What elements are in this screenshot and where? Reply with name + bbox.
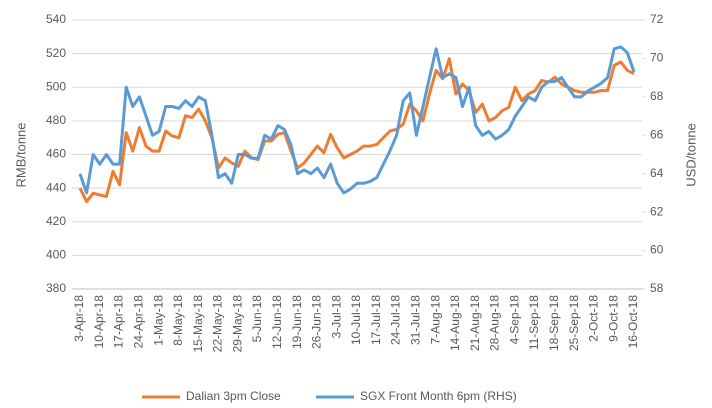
y-tick-label: 420 xyxy=(46,214,66,228)
y2-tick-label: 60 xyxy=(650,243,664,257)
x-tick-label: 3-Apr-18 xyxy=(72,295,86,342)
y-tick-label: 480 xyxy=(46,113,66,127)
x-tick-label: 11-Sep-18 xyxy=(527,295,541,350)
x-tick-label: 24-Jul-18 xyxy=(389,295,403,345)
y-axis-title: RMB/tonne xyxy=(13,122,28,187)
legend-label: SGX Front Month 6pm (RHS) xyxy=(360,389,517,403)
x-tick-label: 24-Apr-18 xyxy=(132,295,146,349)
legend-label: Dalian 3pm Close xyxy=(186,389,281,403)
x-tick-label: 16-Oct-18 xyxy=(626,295,640,349)
x-tick-label: 15-May-18 xyxy=(191,295,205,353)
x-tick-label: 21-Aug-18 xyxy=(468,295,482,351)
y2-tick-label: 62 xyxy=(650,204,664,218)
y-tick-label: 520 xyxy=(46,46,66,60)
y2-axis-title: USD/tonne xyxy=(683,123,698,187)
x-tick-label: 17-Apr-18 xyxy=(112,295,126,349)
y2-tick-label: 58 xyxy=(650,281,664,295)
x-tick-label: 2-Oct-18 xyxy=(587,295,601,342)
x-tick-label: 9-Oct-18 xyxy=(606,295,620,342)
x-tick-label: 14-Aug-18 xyxy=(448,295,462,351)
y2-tick-label: 64 xyxy=(650,166,664,180)
x-tick-label: 5-Jun-18 xyxy=(250,295,264,343)
x-tick-label: 28-Aug-18 xyxy=(488,295,502,351)
x-tick-label: 7-Aug-18 xyxy=(428,295,442,345)
y2-tick-label: 72 xyxy=(650,12,664,26)
y2-tick-label: 66 xyxy=(650,127,664,141)
y-tick-label: 440 xyxy=(46,180,66,194)
x-tick-label: 25-Sep-18 xyxy=(567,295,581,351)
x-tick-label: 31-Jul-18 xyxy=(409,295,423,345)
x-tick-label: 26-Jun-18 xyxy=(310,295,324,349)
x-tick-label: 4-Sep-18 xyxy=(507,295,521,345)
y-tick-label: 540 xyxy=(46,12,66,26)
y2-tick-label: 68 xyxy=(650,89,664,103)
y-tick-label: 460 xyxy=(46,147,66,161)
y-tick-label: 380 xyxy=(46,281,66,295)
x-tick-label: 1-May-18 xyxy=(151,295,165,346)
x-tick-label: 12-Jun-18 xyxy=(270,295,284,349)
y-tick-label: 400 xyxy=(46,248,66,262)
x-tick-label: 18-Sep-18 xyxy=(547,295,561,351)
x-tick-label: 19-Jun-18 xyxy=(290,295,304,349)
x-tick-label: 3-Jul-18 xyxy=(329,295,343,339)
series-line xyxy=(78,57,635,204)
x-tick-label: 29-May-18 xyxy=(230,295,244,353)
x-tick-label: 10-Apr-18 xyxy=(92,295,106,349)
x-tick-label: 22-May-18 xyxy=(211,295,225,353)
y2-tick-label: 70 xyxy=(650,51,664,65)
x-tick-label: 8-May-18 xyxy=(171,295,185,346)
series-line xyxy=(78,45,636,195)
x-tick-label: 10-Jul-18 xyxy=(349,295,363,345)
y-tick-label: 500 xyxy=(46,79,66,93)
x-tick-label: 17-Jul-18 xyxy=(369,295,383,345)
